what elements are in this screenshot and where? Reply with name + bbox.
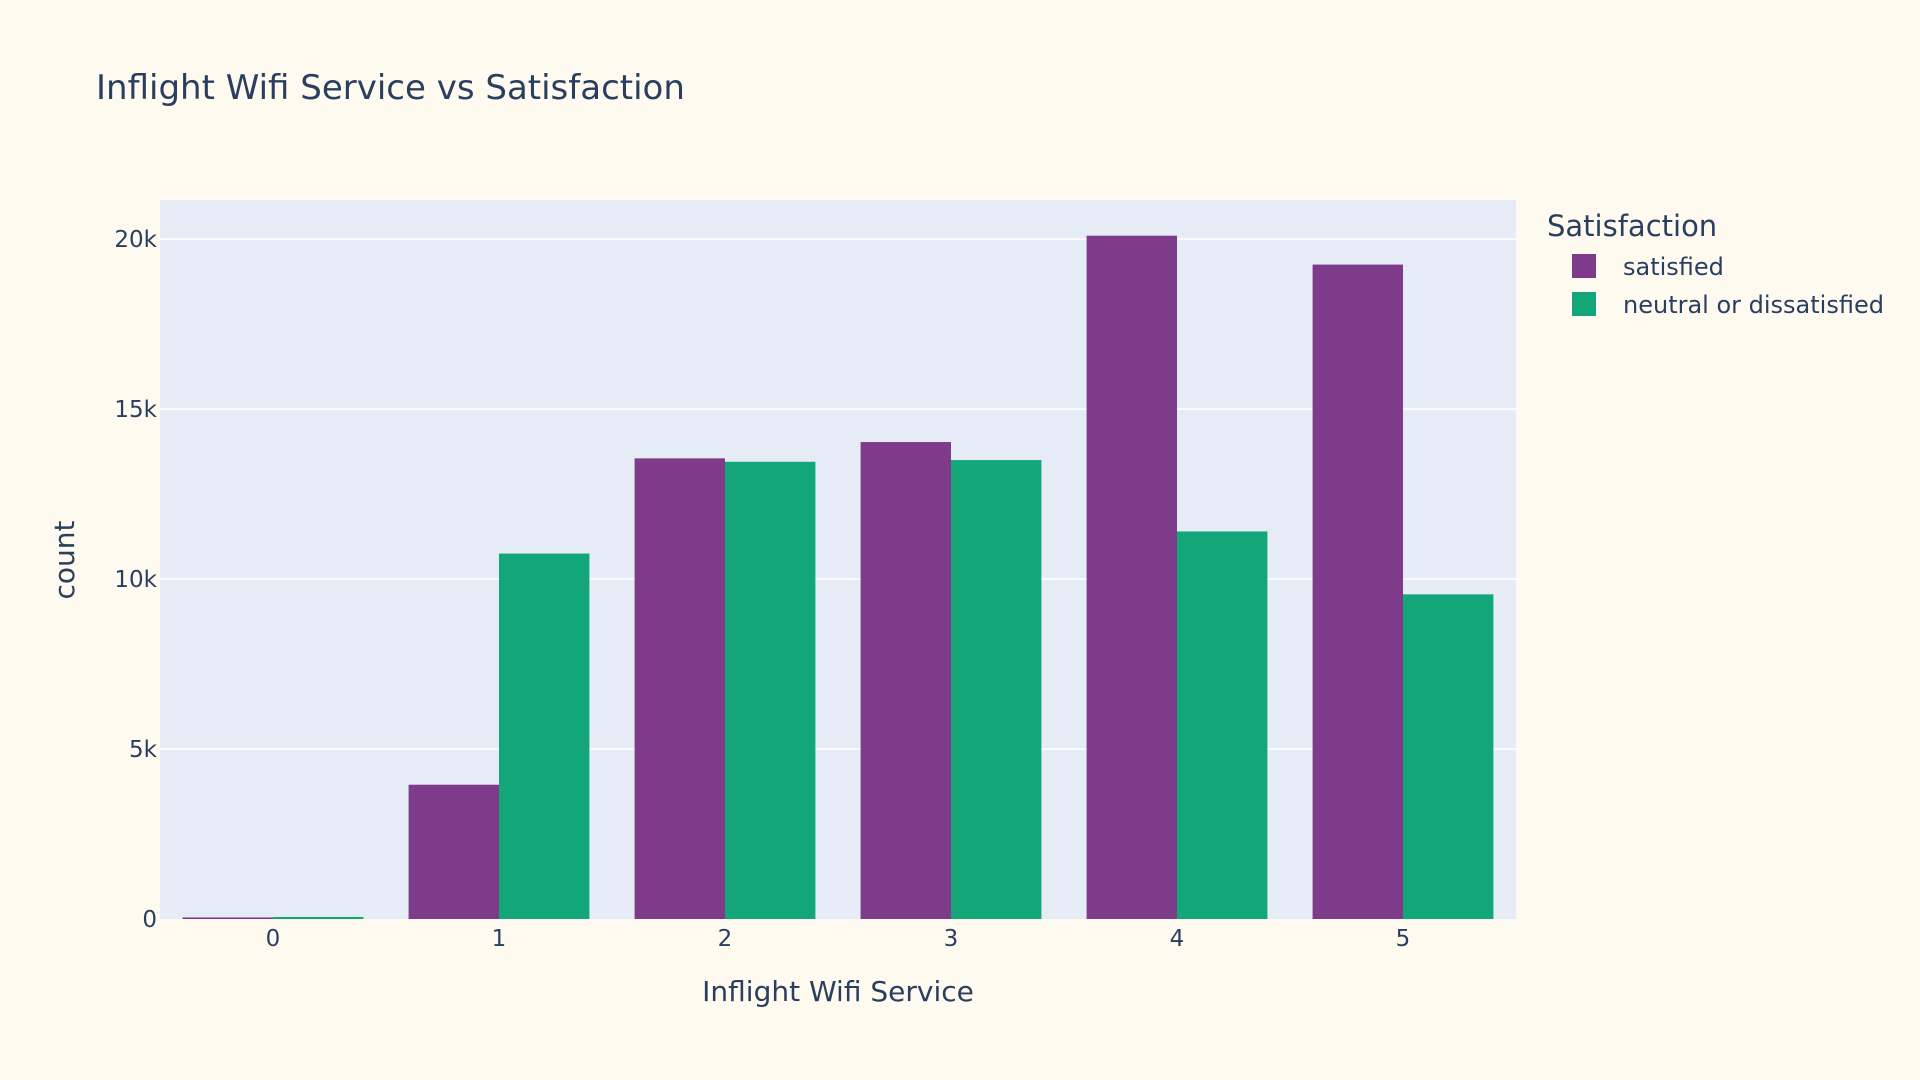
- legend-label-satisfied[interactable]: satisfied: [1623, 253, 1724, 281]
- bar-satisfied-5[interactable]: [1312, 264, 1403, 919]
- bar-satisfied-3[interactable]: [860, 442, 951, 919]
- legend-label-neutral-or-dissatisfied[interactable]: neutral or dissatisfied: [1623, 291, 1884, 319]
- y-axis-ticks: 0 5k 10k 15k 20k: [114, 227, 157, 933]
- bar-neutral-or-dissatisfied-1[interactable]: [499, 553, 590, 919]
- x-tick-label: 0: [266, 926, 281, 952]
- x-axis-title: Inflight Wifi Service: [702, 975, 974, 1008]
- bar-satisfied-0[interactable]: [182, 917, 273, 919]
- plot-area: [160, 200, 1516, 919]
- x-tick-label: 2: [718, 926, 733, 952]
- gridlines: [160, 238, 1516, 750]
- legend-swatch-satisfied[interactable]: [1572, 254, 1596, 278]
- y-tick-label: 0: [142, 907, 157, 933]
- x-tick-label: 1: [492, 926, 507, 952]
- x-tick-label: 3: [944, 926, 959, 952]
- x-tick-label: 5: [1396, 926, 1411, 952]
- bar-neutral-or-dissatisfied-3[interactable]: [951, 460, 1042, 919]
- chart-title: Inflight Wifi Service vs Satisfaction: [96, 68, 685, 108]
- bar-satisfied-2[interactable]: [634, 458, 725, 919]
- bars: [182, 235, 1494, 919]
- x-tick-label: 4: [1170, 926, 1185, 952]
- bar-neutral-or-dissatisfied-0[interactable]: [273, 916, 364, 919]
- bar-satisfied-4[interactable]: [1086, 235, 1177, 919]
- legend: Satisfaction satisfied neutral or dissat…: [1547, 209, 1884, 319]
- x-axis-ticks: 0 1 2 3 4 5: [266, 926, 1411, 952]
- y-tick-label: 10k: [114, 567, 157, 593]
- legend-title: Satisfaction: [1547, 209, 1717, 243]
- y-tick-label: 15k: [114, 397, 157, 423]
- y-axis-title: count: [48, 520, 81, 599]
- y-tick-label: 5k: [129, 737, 158, 763]
- bar-neutral-or-dissatisfied-2[interactable]: [725, 461, 816, 919]
- bar-satisfied-1[interactable]: [408, 784, 499, 919]
- legend-swatch-neutral-or-dissatisfied[interactable]: [1572, 292, 1596, 316]
- bar-neutral-or-dissatisfied-5[interactable]: [1403, 594, 1494, 919]
- y-tick-label: 20k: [114, 227, 157, 253]
- bar-neutral-or-dissatisfied-4[interactable]: [1177, 531, 1268, 919]
